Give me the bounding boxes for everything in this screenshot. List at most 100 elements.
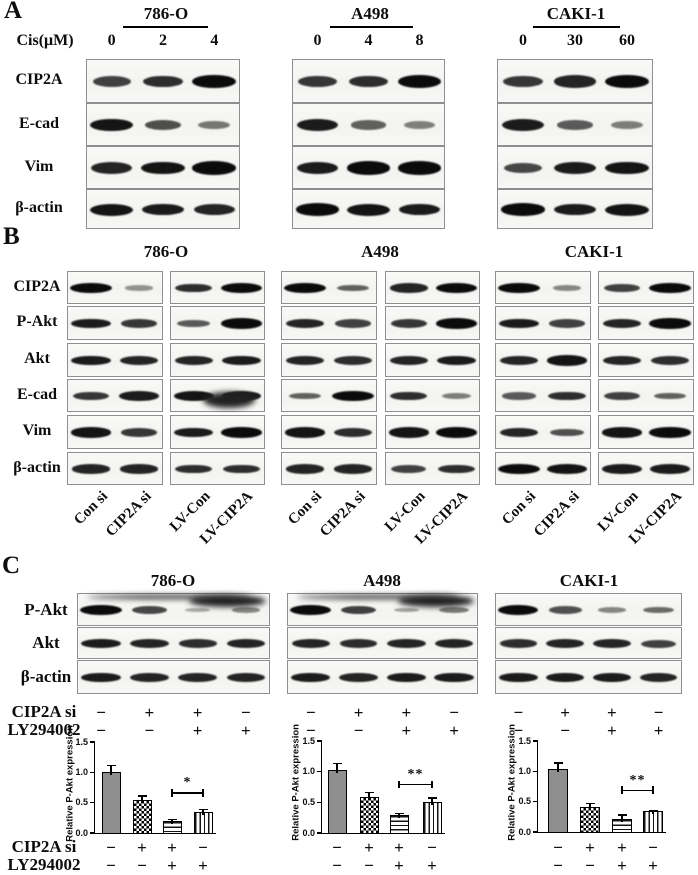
protein-band [404, 121, 435, 129]
error-bar [557, 762, 559, 772]
protein-band [220, 318, 262, 329]
protein-band [602, 464, 642, 474]
panel-a-label: A [4, 0, 23, 24]
protein-band [387, 639, 426, 648]
error-bar [398, 813, 400, 818]
protein-band [437, 464, 475, 474]
protein-band [295, 203, 340, 216]
treatment-symbol: + [167, 838, 177, 857]
protein-band [498, 604, 539, 616]
protein-band [397, 74, 442, 89]
protein-band [500, 639, 537, 648]
protein-band [334, 355, 372, 366]
error-bar [336, 763, 338, 773]
error-bar-cap [332, 763, 342, 765]
row-label: CIP2A [15, 71, 63, 88]
panel-b-label: B [3, 223, 20, 250]
y-tick-label: 1.5 [75, 736, 88, 747]
chart-bar [101, 772, 121, 834]
y-tick [316, 832, 322, 834]
protein-band [177, 319, 211, 328]
error-bar [652, 810, 654, 815]
error-bar [589, 803, 591, 810]
blot-smear [296, 595, 459, 599]
y-tick-label: 0.5 [302, 796, 315, 807]
protein-band [231, 607, 260, 613]
blot-smear [86, 595, 251, 599]
dose-value: 0 [107, 32, 116, 49]
chart-bar [132, 800, 152, 834]
protein-band [178, 639, 217, 648]
protein-band [601, 427, 643, 438]
protein-band [119, 464, 159, 474]
treatment-symbol: − [106, 838, 116, 857]
error-bar [368, 792, 370, 800]
protein-band [175, 464, 213, 474]
protein-band [131, 606, 167, 614]
chart-bar [643, 811, 663, 833]
cell-line-title: CAKI-1 [546, 4, 606, 23]
dose-value: 60 [619, 32, 635, 49]
protein-band [388, 427, 429, 438]
error-bar [171, 819, 173, 825]
treatment-symbol: + [401, 703, 412, 722]
dose-value: 4 [210, 32, 219, 49]
y-tick [532, 770, 538, 773]
x-axis [93, 833, 216, 835]
row-label: Akt [32, 633, 60, 652]
treatment-symbol: + [560, 703, 570, 722]
treatment-symbol: + [137, 838, 147, 857]
treatment-symbol: − [585, 856, 595, 875]
protein-band [178, 672, 217, 683]
protein-band [72, 391, 110, 401]
protein-band [174, 427, 214, 438]
protein-band [499, 355, 539, 366]
treatment-symbol: + [394, 856, 404, 875]
dose-value: 4 [364, 32, 373, 49]
significance-bracket [622, 789, 653, 792]
protein-band [553, 161, 597, 175]
treatment-symbol: − [553, 838, 563, 857]
treatment-symbol: − [106, 856, 116, 875]
protein-band [604, 391, 640, 401]
protein-band [130, 672, 169, 683]
protein-band [435, 318, 477, 329]
protein-band [502, 392, 536, 400]
cell-line-title: A498 [361, 242, 399, 261]
protein-band [71, 318, 111, 329]
cell-line-title: A498 [351, 4, 389, 23]
y-tick-label: 0.0 [302, 827, 315, 838]
treatment-symbol: − [427, 838, 437, 857]
protein-band [441, 393, 471, 399]
chart-bar [422, 801, 442, 834]
protein-band [604, 283, 640, 293]
protein-band [397, 161, 442, 175]
treatment-symbol: − [306, 703, 316, 722]
protein-band [285, 355, 325, 366]
protein-band [605, 203, 649, 216]
y-axis [320, 740, 322, 835]
protein-band [92, 76, 131, 87]
protein-band [71, 355, 111, 366]
protein-band [592, 672, 632, 683]
row-label: E-cad [19, 114, 59, 132]
treatment-symbol: + [364, 838, 374, 857]
y-tick-label: 0.0 [518, 826, 531, 837]
protein-band [336, 284, 370, 292]
treatment-symbol: + [607, 703, 617, 722]
error-bar-cap [106, 765, 116, 767]
protein-band [226, 672, 266, 683]
protein-band [285, 318, 325, 329]
y-tick-label: 1.0 [302, 766, 315, 777]
protein-band [192, 161, 237, 175]
protein-band [340, 605, 377, 615]
cell-line-title: 786-O [150, 571, 196, 590]
protein-band [91, 161, 133, 174]
protein-band [504, 162, 542, 174]
significance-bracket [399, 783, 432, 786]
protein-band [220, 427, 262, 438]
protein-band [284, 282, 326, 294]
y-tick [532, 831, 538, 833]
protein-band [546, 355, 588, 366]
y-axis [93, 741, 95, 835]
